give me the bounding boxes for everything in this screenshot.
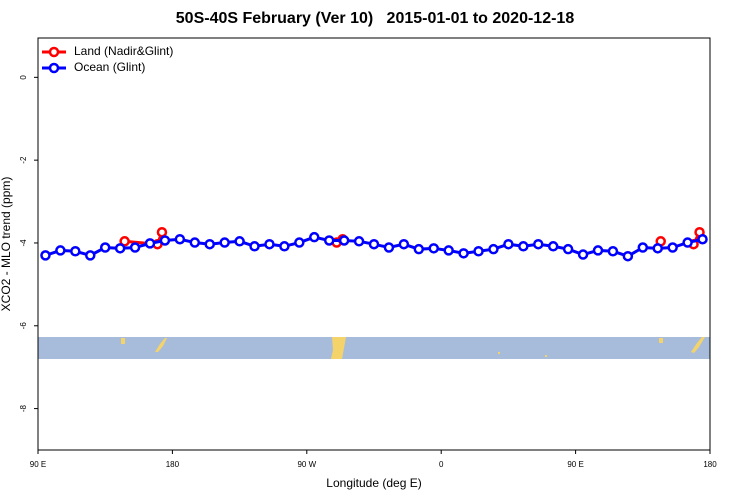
point bbox=[592, 245, 604, 256]
chart-title: 50S-40S February (Ver 10) 2015-01-01 to … bbox=[176, 10, 575, 27]
point bbox=[637, 242, 649, 253]
point bbox=[129, 242, 141, 253]
point bbox=[264, 238, 275, 250]
point bbox=[398, 238, 410, 250]
point bbox=[368, 238, 380, 250]
point bbox=[503, 238, 514, 250]
map-strip bbox=[38, 337, 710, 359]
legend-marker bbox=[48, 62, 60, 74]
point bbox=[473, 245, 484, 257]
point bbox=[488, 243, 499, 255]
point bbox=[682, 237, 693, 248]
point bbox=[577, 249, 589, 260]
point bbox=[383, 242, 395, 253]
point bbox=[159, 235, 171, 246]
x-tick-label: 0 bbox=[439, 460, 444, 469]
point bbox=[294, 237, 305, 248]
x-axis-label: Longitude (deg E) bbox=[326, 476, 421, 490]
point bbox=[40, 250, 51, 261]
point bbox=[338, 235, 350, 246]
point bbox=[562, 243, 574, 255]
point bbox=[428, 243, 439, 254]
point bbox=[249, 241, 260, 252]
legend-label: Ocean (Glint) bbox=[74, 60, 145, 74]
y-tick-label: -2 bbox=[19, 156, 28, 164]
y-axis-label: XCO2 - MLO trend (ppm) bbox=[0, 177, 13, 312]
legend-marker bbox=[48, 46, 60, 58]
point bbox=[144, 238, 156, 249]
x-tick-label: 180 bbox=[166, 460, 180, 469]
point bbox=[323, 235, 335, 246]
x-tick-label: 90 E bbox=[30, 460, 46, 469]
point bbox=[413, 243, 425, 255]
y-tick-label: -6 bbox=[19, 322, 28, 330]
point bbox=[174, 233, 186, 245]
point bbox=[458, 248, 469, 259]
point bbox=[652, 243, 663, 254]
point bbox=[533, 238, 544, 250]
point bbox=[279, 241, 290, 252]
y-tick-label: -8 bbox=[19, 404, 28, 412]
point bbox=[70, 245, 81, 257]
x-tick-label: 180 bbox=[703, 460, 717, 469]
point bbox=[119, 236, 130, 247]
point bbox=[204, 238, 215, 250]
point bbox=[156, 226, 168, 238]
point bbox=[697, 233, 708, 245]
point bbox=[443, 245, 454, 256]
point bbox=[547, 241, 559, 252]
point bbox=[99, 242, 111, 253]
x-tick-label: 90 E bbox=[567, 460, 583, 469]
point bbox=[85, 250, 96, 261]
point bbox=[189, 237, 201, 248]
point bbox=[353, 236, 365, 247]
point bbox=[607, 245, 619, 257]
x-tick-label: 90 W bbox=[297, 460, 316, 469]
y-tick-label: -4 bbox=[19, 239, 28, 247]
point bbox=[55, 245, 66, 256]
point bbox=[309, 231, 320, 243]
point bbox=[518, 241, 529, 252]
point bbox=[219, 237, 230, 248]
legend-label: Land (Nadir&Glint) bbox=[74, 44, 173, 58]
y-tick-label: 0 bbox=[19, 75, 28, 80]
point bbox=[234, 236, 245, 247]
point bbox=[667, 242, 678, 253]
plot-frame bbox=[37, 37, 711, 451]
point bbox=[114, 243, 126, 254]
point bbox=[622, 250, 634, 262]
